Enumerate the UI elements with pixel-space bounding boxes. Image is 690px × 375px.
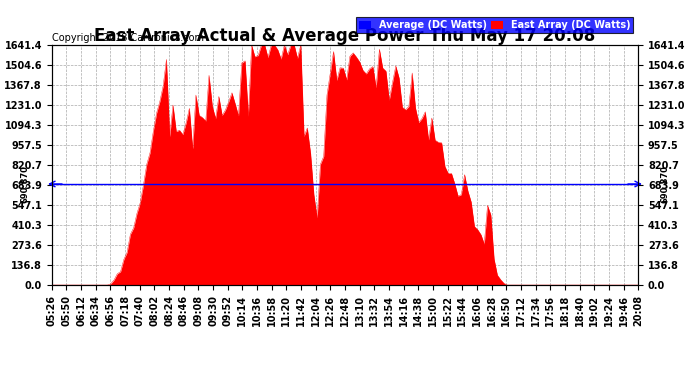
Text: 690.870: 690.870 — [21, 165, 30, 203]
Text: Copyright 2018 Cartronics.com: Copyright 2018 Cartronics.com — [52, 33, 204, 43]
Legend: Average (DC Watts), East Array (DC Watts): Average (DC Watts), East Array (DC Watts… — [356, 18, 633, 33]
Text: 690.870: 690.870 — [660, 165, 669, 203]
Title: East Array Actual & Average Power Thu May 17 20:08: East Array Actual & Average Power Thu Ma… — [95, 27, 595, 45]
